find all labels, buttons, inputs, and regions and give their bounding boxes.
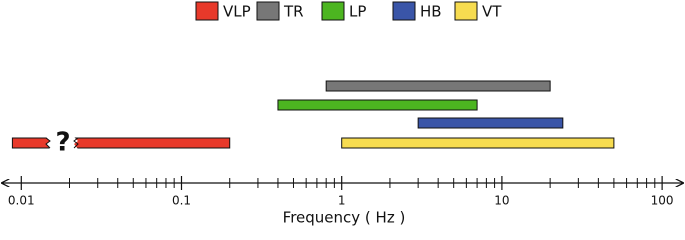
x-tick-label: 0.01	[8, 194, 35, 208]
x-tick-label: 0.1	[172, 194, 191, 208]
legend-label: TR	[283, 3, 304, 21]
legend-label: VT	[482, 3, 502, 21]
annotation: ?	[55, 128, 70, 158]
x-tick-label: 10	[494, 194, 509, 208]
legend-label: VLP	[223, 3, 251, 21]
range-bar	[277, 99, 478, 111]
break-edge	[45, 137, 51, 149]
x-tick-label: 100	[651, 194, 674, 208]
break-edge	[73, 137, 79, 149]
range-bar	[11, 137, 231, 149]
legend-swatch	[321, 1, 345, 21]
legend-swatch	[256, 1, 280, 21]
x-tick-label: 1	[338, 194, 346, 208]
x-axis-label: Frequency ( Hz )	[283, 209, 406, 227]
range-bar	[417, 117, 564, 129]
bar-break	[46, 137, 78, 149]
legend-swatch	[392, 1, 416, 21]
legend-label: HB	[420, 3, 442, 21]
range-bar	[325, 80, 551, 92]
legend-label: LP	[349, 3, 366, 21]
chart: Frequency ( Hz ) 0.01 0.1 1 10 100? VLP TR LP HB…	[0, 1, 685, 227]
legend-swatch	[454, 1, 478, 21]
range-bar	[341, 137, 615, 149]
legend-swatch	[195, 1, 219, 21]
